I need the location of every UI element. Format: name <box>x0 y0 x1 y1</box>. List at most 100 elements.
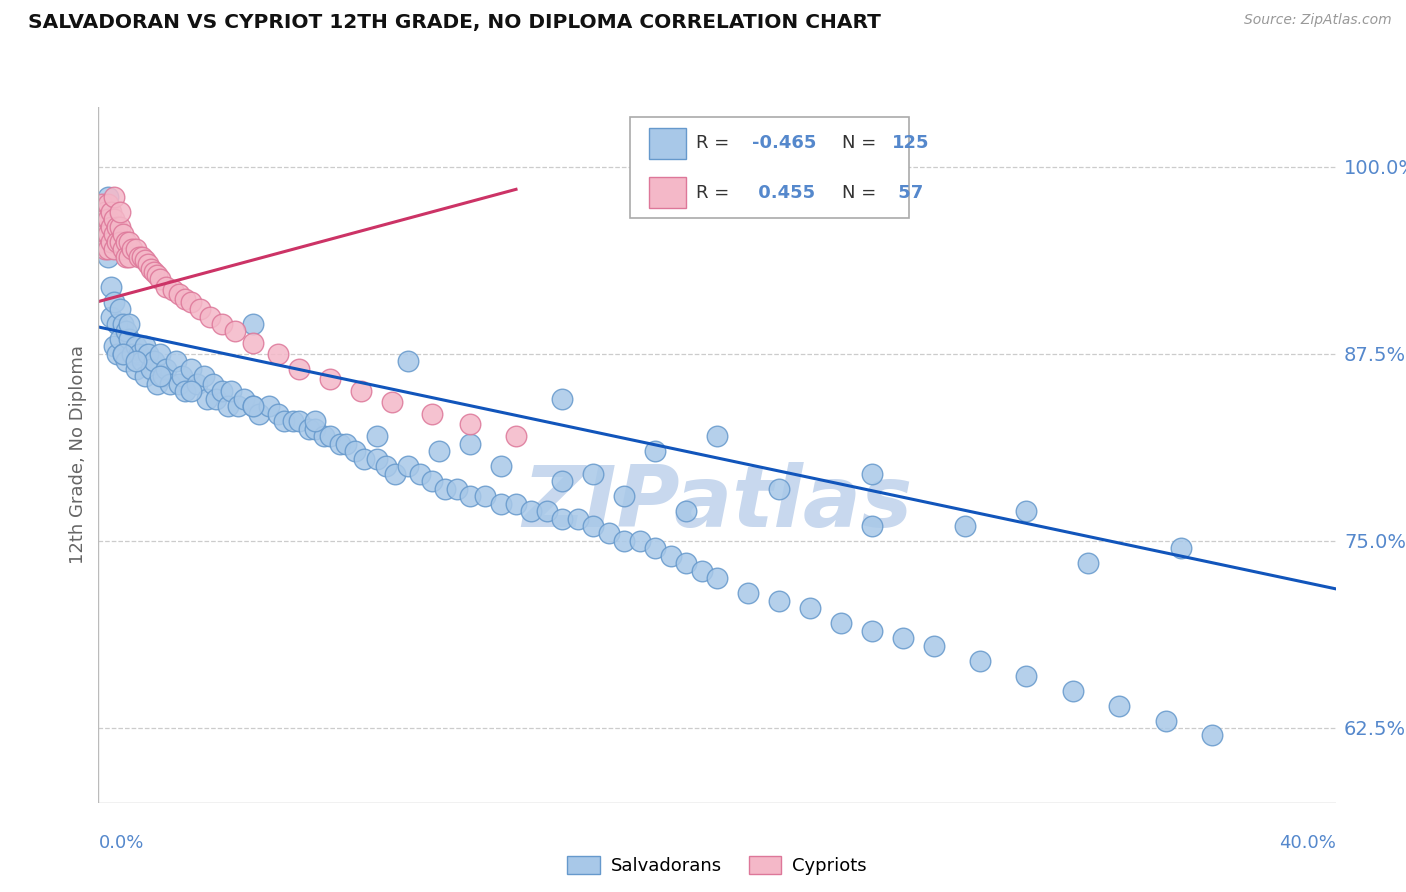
Point <box>134 339 156 353</box>
Point <box>644 444 666 458</box>
Point <box>582 467 605 481</box>
Point <box>118 317 141 331</box>
Point <box>366 429 388 443</box>
Point <box>288 414 311 428</box>
Point <box>195 392 218 406</box>
Point <box>474 489 496 503</box>
FancyBboxPatch shape <box>650 178 686 208</box>
Text: SALVADORAN VS CYPRIOT 12TH GRADE, NO DIPLOMA CORRELATION CHART: SALVADORAN VS CYPRIOT 12TH GRADE, NO DIP… <box>28 13 882 32</box>
Point <box>489 459 512 474</box>
Point <box>131 250 153 264</box>
Point <box>170 369 193 384</box>
Point <box>598 526 620 541</box>
Point <box>375 459 398 474</box>
Point <box>860 624 883 638</box>
Point <box>90 235 112 249</box>
Point <box>97 227 120 242</box>
Point <box>165 354 187 368</box>
Point <box>644 541 666 556</box>
Point <box>112 317 135 331</box>
Point <box>93 242 115 256</box>
Point <box>124 242 146 256</box>
Point <box>211 317 233 331</box>
Point <box>128 347 150 361</box>
Point <box>139 261 162 276</box>
Point <box>737 586 759 600</box>
Point <box>224 325 246 339</box>
Point <box>193 369 215 384</box>
Point <box>103 227 125 242</box>
Text: ZIPatlas: ZIPatlas <box>522 462 912 545</box>
Point <box>90 219 112 234</box>
Point <box>675 504 697 518</box>
Point <box>180 294 202 309</box>
Point <box>551 511 574 525</box>
Point <box>149 347 172 361</box>
Text: 0.455: 0.455 <box>752 184 815 202</box>
Point <box>105 347 128 361</box>
Point <box>190 301 212 316</box>
Point <box>690 564 713 578</box>
Point <box>706 571 728 585</box>
Point <box>567 511 589 525</box>
FancyBboxPatch shape <box>630 118 908 219</box>
Point <box>283 414 305 428</box>
Point <box>115 250 138 264</box>
Point <box>167 287 190 301</box>
Point <box>1170 541 1192 556</box>
Point <box>433 482 456 496</box>
Point <box>103 339 125 353</box>
Point <box>458 417 481 432</box>
Point <box>211 384 233 399</box>
Point <box>288 362 311 376</box>
Point <box>143 354 166 368</box>
Point <box>100 204 122 219</box>
Point <box>105 317 128 331</box>
Text: -0.465: -0.465 <box>752 134 815 153</box>
Point <box>247 407 270 421</box>
Point <box>112 242 135 256</box>
Point <box>112 227 135 242</box>
Point <box>136 347 159 361</box>
Point <box>505 497 527 511</box>
Point <box>115 235 138 249</box>
Point <box>396 459 419 474</box>
Point <box>257 399 280 413</box>
Point <box>706 429 728 443</box>
Point <box>659 549 682 563</box>
Text: 40.0%: 40.0% <box>1279 834 1336 852</box>
Point <box>180 384 202 399</box>
Point <box>115 325 138 339</box>
Point <box>551 474 574 488</box>
Point <box>409 467 432 481</box>
Point <box>384 467 406 481</box>
Point <box>201 376 224 391</box>
Point <box>155 279 177 293</box>
Point <box>121 242 143 256</box>
Point <box>536 504 558 518</box>
Point <box>143 265 166 279</box>
Point <box>134 369 156 384</box>
Point <box>242 399 264 413</box>
Point <box>162 283 184 297</box>
Point <box>242 336 264 351</box>
Point <box>93 227 115 242</box>
Point <box>134 252 156 267</box>
Point <box>922 639 945 653</box>
Point <box>186 376 208 391</box>
Point <box>242 399 264 413</box>
Point <box>115 354 138 368</box>
Point <box>613 489 636 503</box>
Point <box>93 212 115 227</box>
Point <box>273 414 295 428</box>
Text: 125: 125 <box>891 134 929 153</box>
Point <box>304 414 326 428</box>
Point <box>489 497 512 511</box>
Point <box>105 235 128 249</box>
Point <box>180 362 202 376</box>
Text: 57: 57 <box>891 184 922 202</box>
Point <box>174 292 197 306</box>
Point <box>1108 698 1130 713</box>
Point <box>108 301 131 316</box>
Point <box>174 384 197 399</box>
